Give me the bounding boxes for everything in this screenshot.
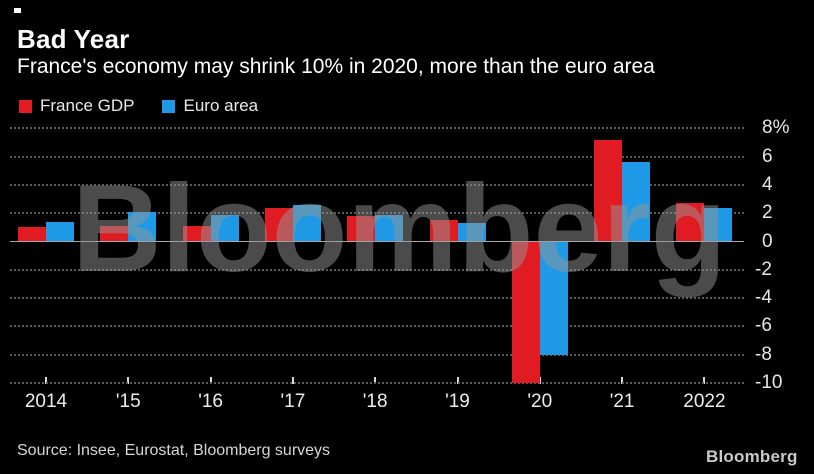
x-axis-tick-2014: [45, 377, 47, 384]
gridline-6: [10, 155, 744, 158]
bar-euro-area-20: [539, 241, 568, 355]
zero-line: [10, 241, 744, 242]
x-axis-label-18: '18: [362, 391, 388, 412]
bar-france-gdp-20: [511, 241, 540, 383]
legend-label-france-gdp: France GDP: [40, 96, 135, 115]
bar-euro-area-16: [210, 214, 239, 242]
bloomberg-logo: Bloomberg: [706, 447, 798, 466]
bar-france-gdp-21: [594, 139, 623, 242]
x-axis-label-2022: 2022: [683, 391, 726, 412]
y-axis-label: 6: [762, 145, 773, 167]
y-axis-label: -4: [755, 287, 772, 309]
y-axis-label: 8%: [762, 117, 790, 139]
bar-france-gdp-16: [182, 225, 211, 242]
legend-label-euro-area: Euro area: [183, 96, 259, 115]
gridline--10: [10, 382, 744, 384]
bar-euro-area-21: [622, 162, 651, 242]
bar-france-gdp-2014: [18, 227, 46, 242]
bar-france-gdp-19: [429, 220, 458, 242]
x-axis-tick-21: [621, 377, 624, 384]
gridline-8: [10, 127, 744, 130]
bar-euro-area-17: [292, 204, 321, 242]
corner-dash: [14, 8, 21, 13]
bar-euro-area-18: [375, 214, 404, 242]
x-axis-label-21: '21: [609, 391, 635, 412]
chart-subtitle: France's economy may shrink 10% in 2020,…: [17, 55, 655, 78]
x-axis-tick-16: [209, 377, 212, 384]
x-axis-tick-2022: [703, 377, 706, 384]
bar-euro-area-2022: [704, 207, 733, 242]
bar-france-gdp-2022: [676, 203, 705, 242]
gridline-4: [10, 183, 744, 186]
x-axis-tick-17: [291, 377, 294, 384]
legend-swatch-france-gdp: [19, 99, 32, 113]
x-axis-label-20: '20: [527, 391, 553, 412]
bar-euro-area-19: [457, 223, 486, 242]
gridline-2: [10, 212, 744, 215]
y-axis-label: -2: [755, 258, 772, 280]
legend-item-euro-area: Euro area: [162, 96, 258, 116]
x-axis-label-2014: 2014: [24, 391, 68, 412]
gridline--6: [10, 325, 744, 328]
y-axis-label: -6: [755, 315, 772, 337]
chart-title: Bad Year: [17, 24, 130, 54]
x-axis-label-15: '15: [115, 391, 141, 412]
x-axis-label-16: '16: [198, 391, 223, 412]
x-axis-tick-20: [538, 377, 541, 384]
legend-swatch-euro-area: [162, 99, 176, 113]
source-text: Source: Insee, Eurostat, Bloomberg surve…: [17, 442, 331, 459]
y-axis-label: 0: [762, 230, 773, 252]
bar-euro-area-15: [128, 211, 157, 242]
bar-euro-area-2014: [46, 221, 74, 242]
y-axis-label: -8: [755, 343, 772, 365]
bar-france-gdp-18: [347, 216, 376, 242]
bloomberg-watermark: Bloomberg: [72, 160, 727, 298]
y-axis-label: 2: [762, 202, 773, 224]
x-axis-tick-15: [127, 377, 130, 384]
x-axis-label-19: '19: [445, 391, 470, 412]
y-axis-label: -10: [755, 372, 783, 393]
gridline--4: [10, 297, 744, 300]
y-axis-label: 4: [762, 173, 773, 195]
gridline--8: [10, 353, 744, 356]
x-axis-label-17: '17: [280, 391, 306, 412]
x-axis-tick-18: [374, 377, 377, 384]
x-axis-tick-19: [456, 377, 459, 384]
legend: France GDP Euro area: [19, 96, 258, 116]
legend-item-france-gdp: France GDP: [19, 96, 134, 116]
bar-france-gdp-17: [264, 207, 293, 242]
bar-france-gdp-15: [100, 225, 129, 242]
gridline--2: [10, 268, 744, 271]
